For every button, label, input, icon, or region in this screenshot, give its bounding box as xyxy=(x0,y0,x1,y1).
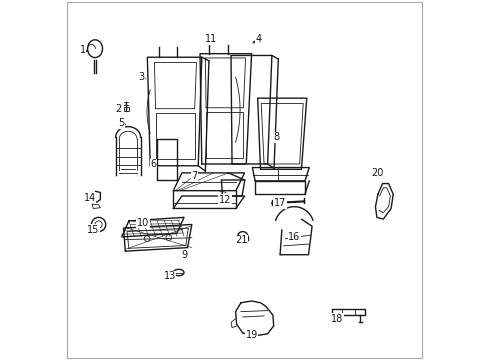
Text: 7: 7 xyxy=(191,171,198,181)
Text: 15: 15 xyxy=(87,225,99,235)
Text: 12: 12 xyxy=(218,194,231,204)
Text: 3: 3 xyxy=(138,72,144,82)
Text: 20: 20 xyxy=(371,168,384,178)
Text: 14: 14 xyxy=(83,193,96,203)
Text: 10: 10 xyxy=(137,218,149,228)
Text: 2: 2 xyxy=(115,104,121,114)
Text: 9: 9 xyxy=(181,250,187,260)
Text: 1: 1 xyxy=(80,45,85,55)
Text: 8: 8 xyxy=(273,132,279,142)
Bar xyxy=(123,107,129,111)
Text: 4: 4 xyxy=(255,35,261,44)
Text: 16: 16 xyxy=(287,232,300,242)
Text: 21: 21 xyxy=(234,235,246,246)
Text: 19: 19 xyxy=(245,330,257,340)
Text: 17: 17 xyxy=(273,198,285,208)
Text: 5: 5 xyxy=(119,118,124,128)
Text: 13: 13 xyxy=(163,271,176,281)
Text: 6: 6 xyxy=(150,159,157,169)
Text: 18: 18 xyxy=(330,314,343,324)
Text: 11: 11 xyxy=(204,35,216,44)
